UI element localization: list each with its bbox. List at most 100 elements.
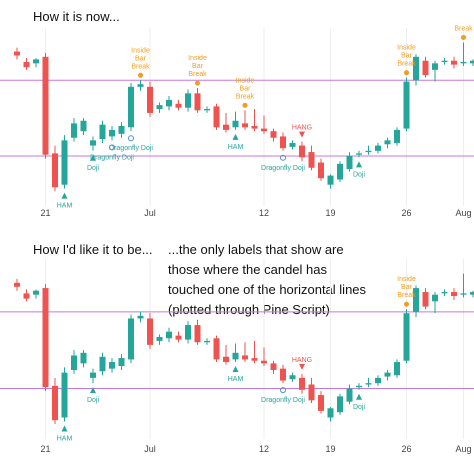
candle-body bbox=[346, 156, 353, 170]
candle-body bbox=[318, 162, 324, 179]
candle-body bbox=[213, 338, 220, 360]
x-tick-label: 21 bbox=[40, 208, 50, 218]
candle-body bbox=[413, 288, 419, 312]
doji-circle-marker bbox=[280, 154, 286, 161]
candle-body bbox=[460, 293, 467, 295]
candle-body bbox=[194, 325, 201, 343]
x-tick-label: 19 bbox=[325, 208, 335, 218]
pattern-label: Dragonfly Doji bbox=[109, 135, 153, 152]
x-tick-label: Jul bbox=[144, 208, 156, 218]
pattern-label-text: Bar bbox=[135, 55, 147, 62]
candle-body bbox=[128, 318, 134, 360]
x-tick-label: 26 bbox=[401, 208, 411, 218]
candle-body bbox=[213, 106, 220, 128]
candle-body bbox=[223, 356, 229, 363]
pattern-label-text: Dragonfly Doji bbox=[261, 397, 305, 404]
pattern-label: Doji bbox=[353, 393, 365, 411]
pattern-label-text: Break bbox=[397, 292, 416, 299]
candle-body bbox=[460, 62, 467, 64]
candle-body bbox=[204, 340, 210, 343]
up-arrow-marker bbox=[61, 425, 68, 432]
candle-body bbox=[52, 153, 58, 188]
up-arrow-marker bbox=[356, 393, 362, 400]
doji-circle-marker bbox=[280, 387, 286, 394]
candle-body bbox=[147, 318, 153, 345]
x-tick-label: 12 bbox=[259, 208, 269, 218]
pattern-label-text: Inside bbox=[397, 276, 416, 283]
candle-body bbox=[61, 140, 68, 185]
pattern-label-text: Break bbox=[236, 93, 255, 100]
pattern-label-text: HAM bbox=[228, 376, 244, 383]
candle-body bbox=[270, 363, 277, 370]
pattern-label-text: Break bbox=[188, 71, 207, 78]
pattern-label-text: Inside bbox=[188, 55, 207, 62]
candle-body bbox=[137, 315, 144, 319]
candle-body bbox=[441, 60, 448, 63]
candle-body bbox=[128, 86, 134, 128]
candle-body bbox=[61, 372, 68, 418]
pattern-label-text: Break bbox=[397, 61, 416, 68]
candle-body bbox=[394, 362, 400, 376]
candle-body bbox=[299, 377, 305, 390]
x-tick-label: Aug bbox=[455, 444, 471, 454]
pattern-label-text: HANG bbox=[292, 357, 312, 364]
break-dot-marker bbox=[404, 301, 409, 307]
candle-body bbox=[346, 388, 353, 402]
break-dot-marker bbox=[404, 70, 409, 76]
pattern-label: HAM bbox=[228, 366, 244, 383]
candle-body bbox=[251, 358, 258, 361]
up-arrow-marker bbox=[90, 154, 96, 161]
candle-body bbox=[175, 335, 182, 340]
candle-body bbox=[90, 140, 96, 146]
pattern-label-text: Bar bbox=[240, 85, 252, 92]
down-arrow-marker bbox=[299, 363, 305, 370]
candle-body bbox=[14, 51, 20, 56]
candle-body bbox=[223, 124, 229, 130]
break-dot-marker bbox=[242, 102, 248, 108]
candle-body bbox=[280, 368, 286, 381]
caption-top: How it is now... bbox=[33, 9, 120, 24]
pattern-label: Break bbox=[454, 25, 473, 40]
candle-body bbox=[308, 152, 315, 168]
candle-body bbox=[470, 60, 474, 64]
pattern-label-text: HAM bbox=[57, 435, 73, 442]
x-tick-label: 21 bbox=[40, 444, 50, 454]
pattern-label: Dragonfly Doji bbox=[90, 144, 134, 161]
candle-body bbox=[441, 292, 448, 294]
candle-body bbox=[232, 120, 239, 128]
pattern-label-text: Inside bbox=[131, 47, 150, 54]
candle-body bbox=[261, 128, 267, 132]
candle-body bbox=[327, 175, 334, 185]
candle-body bbox=[137, 84, 144, 87]
up-arrow-marker bbox=[232, 366, 239, 373]
candle-body bbox=[422, 292, 429, 307]
candle-body bbox=[375, 145, 381, 151]
caption-bottom-left: How I'd like it to be... bbox=[33, 242, 153, 257]
candle-body bbox=[432, 63, 438, 70]
candle-body bbox=[289, 142, 296, 147]
candle-body bbox=[166, 331, 172, 339]
candle-body bbox=[251, 125, 258, 129]
candle-body bbox=[109, 362, 115, 369]
candle-body bbox=[147, 86, 153, 113]
candle-body bbox=[71, 123, 77, 138]
candle-body bbox=[99, 356, 106, 372]
candle-body bbox=[261, 360, 267, 364]
pattern-label-text: Dragonfly Doji bbox=[261, 165, 305, 172]
candle-body bbox=[42, 56, 49, 155]
candle-body bbox=[175, 103, 182, 108]
pattern-label: Dragonfly Doji bbox=[261, 154, 305, 172]
up-arrow-marker bbox=[90, 387, 96, 394]
candle-body bbox=[451, 60, 457, 65]
candle-body bbox=[118, 125, 125, 134]
candle-body bbox=[242, 123, 248, 128]
candle-body bbox=[337, 163, 343, 180]
candle-body bbox=[308, 384, 315, 401]
x-tick-label: Jul bbox=[144, 444, 156, 454]
candle-body bbox=[365, 383, 372, 385]
candle-body bbox=[118, 358, 125, 367]
